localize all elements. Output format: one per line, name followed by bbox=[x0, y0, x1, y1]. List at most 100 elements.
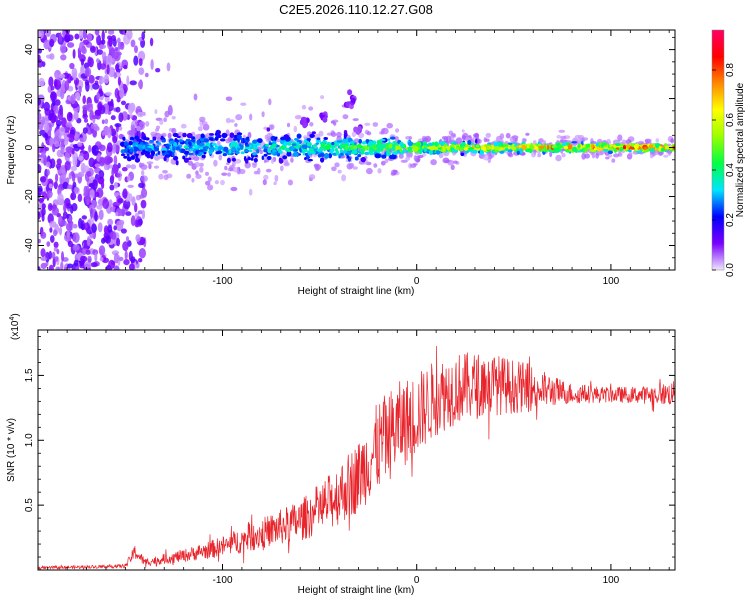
heatmap-cell bbox=[117, 76, 121, 86]
heatmap-cell bbox=[146, 161, 154, 165]
heatmap-cell bbox=[44, 108, 51, 116]
heatmap-cell bbox=[98, 209, 104, 221]
heatmap-cell bbox=[141, 209, 146, 220]
heatmap-cell bbox=[38, 238, 41, 244]
heatmap-cell bbox=[140, 199, 147, 209]
heatmap-cell bbox=[167, 132, 172, 139]
heatmap-cell bbox=[619, 146, 624, 152]
spectrogram-frame bbox=[37, 29, 676, 271]
heatmap-cell bbox=[461, 141, 466, 146]
heatmap-cell bbox=[359, 149, 364, 152]
heatmap-cell bbox=[134, 153, 140, 157]
heatmap-cell bbox=[64, 34, 69, 41]
heatmap-cell bbox=[236, 134, 242, 140]
heatmap-cell bbox=[161, 139, 165, 143]
heatmap-cell bbox=[116, 237, 121, 247]
heatmap-cell bbox=[234, 123, 238, 127]
heatmap-cell bbox=[134, 45, 138, 54]
heatmap-cell bbox=[84, 194, 91, 204]
heatmap-cell bbox=[240, 138, 244, 144]
heatmap-cell bbox=[166, 62, 171, 72]
heatmap-cell bbox=[158, 173, 164, 180]
heatmap-cell bbox=[377, 144, 383, 151]
heatmap-cell bbox=[106, 64, 110, 75]
heatmap-cell bbox=[116, 173, 121, 178]
heatmap-cell bbox=[131, 196, 136, 206]
heatmap-cell bbox=[232, 166, 240, 173]
heatmap-cell bbox=[50, 85, 55, 91]
heatmap-cell bbox=[138, 58, 143, 67]
heatmap-cell bbox=[335, 147, 338, 153]
heatmap-cell bbox=[508, 142, 513, 145]
heatmap-cell bbox=[83, 151, 90, 161]
heatmap-cell bbox=[107, 30, 115, 35]
heatmap-cell bbox=[52, 143, 56, 153]
heatmap-cell bbox=[271, 145, 276, 149]
heatmap-cell bbox=[533, 145, 539, 150]
heatmap-cell bbox=[113, 225, 117, 231]
heatmap-cell bbox=[89, 45, 96, 53]
heatmap-cell bbox=[98, 44, 107, 50]
heatmap-cell bbox=[38, 156, 44, 162]
heatmap-cell bbox=[62, 181, 69, 189]
heatmap-cell bbox=[60, 220, 67, 227]
heatmap-cell bbox=[141, 31, 145, 41]
heatmap-cell bbox=[225, 138, 231, 144]
heatmap-cell bbox=[240, 145, 244, 150]
heatmap-cell bbox=[386, 150, 391, 157]
heatmap-cell bbox=[138, 182, 145, 189]
heatmap-cell bbox=[55, 99, 61, 106]
heatmap-cell bbox=[126, 75, 130, 86]
heatmap-cell bbox=[294, 138, 299, 141]
heatmap-cell bbox=[591, 143, 594, 149]
heatmap-cell bbox=[238, 168, 246, 175]
heatmap-cell bbox=[518, 148, 524, 154]
heatmap-cell bbox=[58, 226, 63, 236]
spectrogram-panel: -100 0 100 -40 -20 0 20 40 Height of straight … bbox=[6, 29, 676, 297]
heatmap-cell bbox=[38, 119, 44, 131]
heatmap-cell bbox=[38, 62, 43, 67]
heatmap-cell bbox=[246, 136, 250, 141]
heatmap-cell bbox=[279, 150, 283, 154]
heatmap-cell bbox=[479, 149, 484, 156]
heatmap-cell bbox=[302, 148, 308, 153]
heatmap-cell bbox=[486, 146, 490, 150]
heatmap-cell bbox=[643, 146, 649, 150]
heatmap-cell bbox=[296, 141, 300, 146]
heatmap-cell bbox=[263, 153, 268, 157]
heatmap-cell bbox=[117, 41, 124, 50]
heatmap-cell bbox=[438, 152, 444, 159]
heatmap-cell bbox=[77, 54, 85, 60]
heatmap-cell bbox=[60, 54, 67, 61]
heatmap-cell bbox=[372, 122, 379, 127]
heatmap-cell bbox=[218, 146, 224, 150]
heatmap-cell bbox=[311, 131, 316, 135]
x-tick-label: 0 bbox=[414, 575, 420, 586]
heatmap-cell bbox=[200, 133, 205, 139]
heatmap-cell bbox=[516, 148, 519, 151]
heatmap-cell bbox=[115, 106, 121, 113]
heatmap-cell bbox=[374, 153, 381, 159]
heatmap-cell bbox=[470, 149, 477, 154]
heatmap-cell bbox=[499, 150, 505, 154]
heatmap-cell bbox=[347, 147, 352, 152]
heatmap-cell bbox=[107, 127, 112, 139]
heatmap-cell bbox=[73, 259, 79, 267]
heatmap-cell bbox=[430, 159, 437, 166]
heatmap-cell bbox=[338, 155, 341, 159]
heatmap-cell bbox=[422, 145, 425, 149]
heatmap-cell bbox=[252, 139, 257, 144]
heatmap-cell bbox=[366, 167, 373, 175]
heatmap-cell bbox=[331, 166, 337, 172]
heatmap-cell bbox=[229, 144, 233, 149]
heatmap-cell bbox=[189, 141, 192, 147]
heatmap-cell bbox=[148, 163, 152, 170]
heatmap-cell bbox=[96, 58, 100, 63]
heatmap-cell bbox=[259, 149, 264, 155]
heatmap-cell bbox=[595, 142, 600, 147]
heatmap-cell bbox=[529, 145, 535, 150]
heatmap-cell bbox=[308, 106, 314, 111]
heatmap-cell bbox=[405, 136, 411, 140]
heatmap-cell bbox=[46, 190, 53, 199]
heatmap-cell bbox=[360, 157, 366, 163]
